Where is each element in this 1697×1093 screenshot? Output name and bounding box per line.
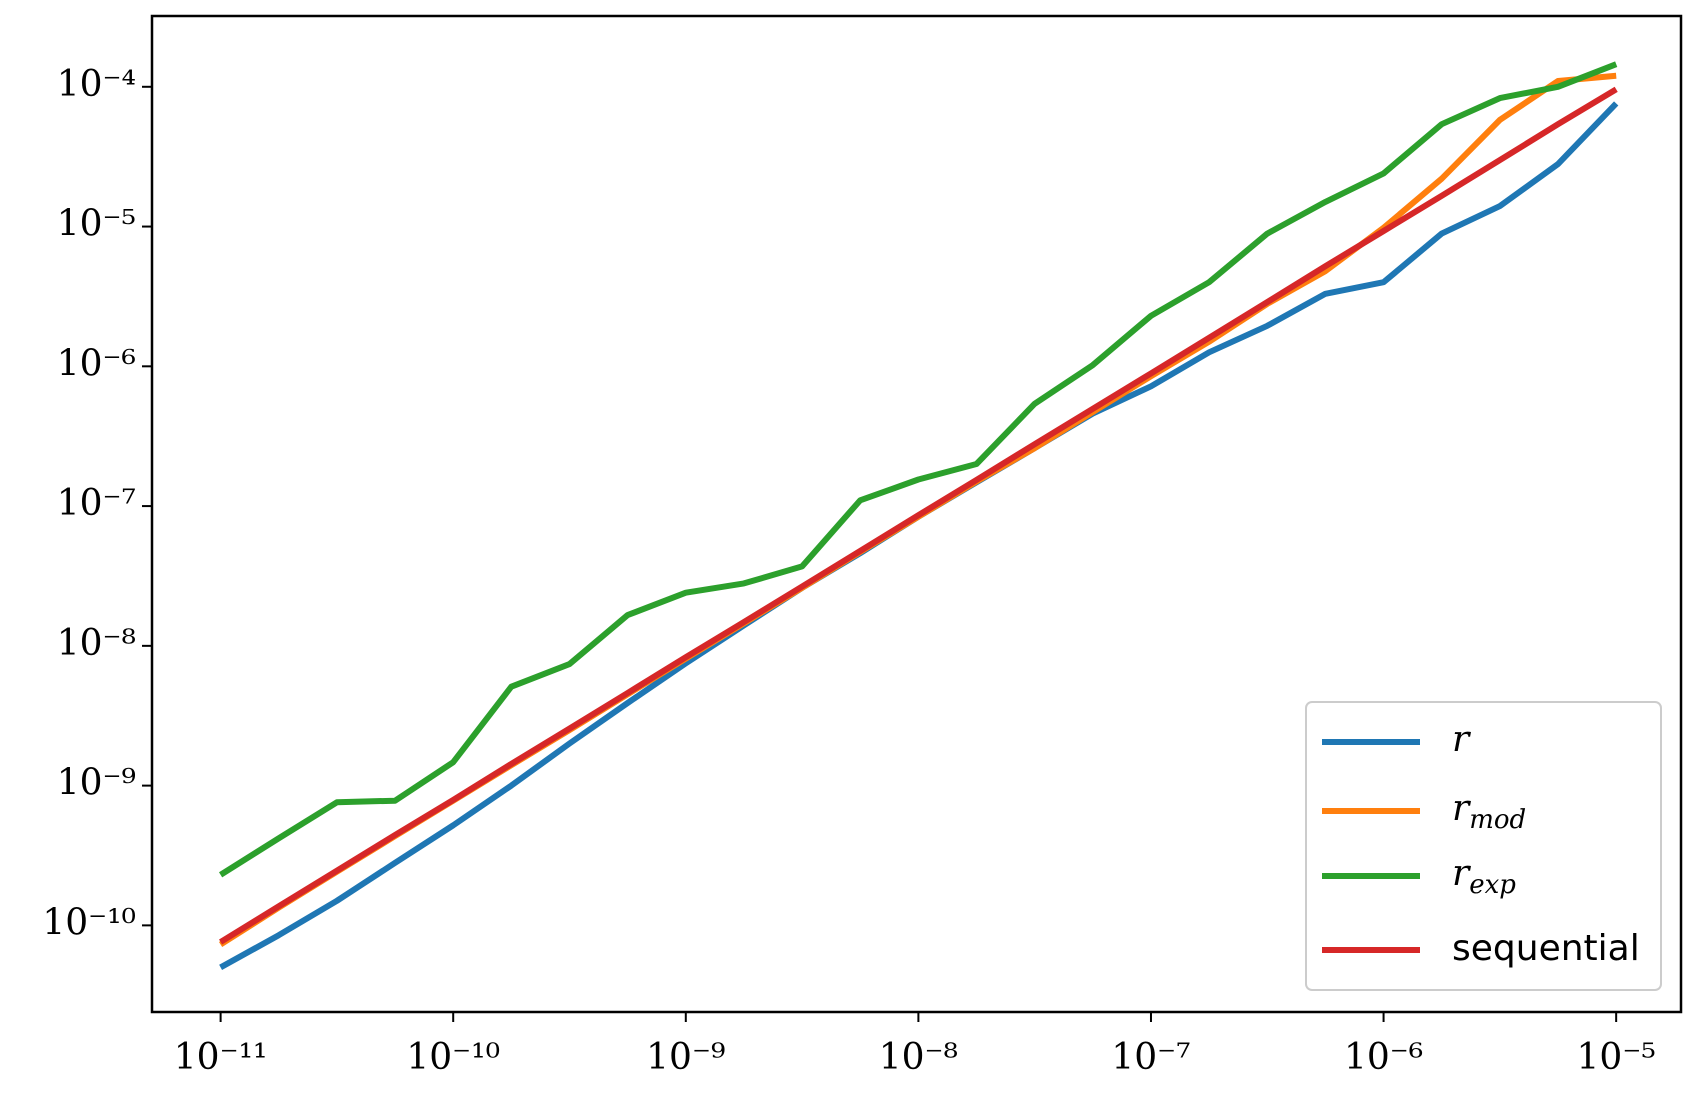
legend-label: sequential	[1452, 928, 1640, 969]
x-tick-label: 10⁻⁹	[646, 1037, 725, 1078]
y-tick-label: 10⁻⁸	[57, 623, 136, 664]
x-tick-label: 10⁻⁵	[1577, 1037, 1656, 1078]
legend-label-sub: exp	[1469, 870, 1516, 900]
y-tick-label: 10⁻¹⁰	[42, 902, 136, 943]
legend-label-sub: mod	[1469, 805, 1526, 835]
legend-label: r	[1452, 719, 1471, 760]
legend-box	[1305, 701, 1662, 991]
legend-label: rmod	[1452, 788, 1526, 835]
legend-label-main: r	[1452, 853, 1471, 894]
y-tick-label: 10⁻⁵	[57, 204, 136, 245]
y-tick-label: 10⁻⁹	[57, 763, 136, 804]
series-line	[219, 61, 1618, 878]
y-tick-label: 10⁻⁴	[57, 64, 136, 105]
x-tick-label: 10⁻⁷	[1111, 1037, 1190, 1078]
plot-frame	[150, 14, 1683, 1014]
legend-label: rexp	[1452, 853, 1516, 900]
legend-label-main: r	[1452, 719, 1471, 760]
legend-label-main: r	[1452, 788, 1471, 829]
x-tick-label: 10⁻⁶	[1344, 1037, 1423, 1078]
x-tick-label: 10⁻⁸	[879, 1037, 958, 1078]
y-tick-label: 10⁻⁶	[57, 343, 136, 384]
series-line	[219, 86, 1618, 945]
x-tick-label: 10⁻¹⁰	[406, 1037, 500, 1078]
x-tick-label: 10⁻¹¹	[174, 1037, 268, 1078]
y-tick-label: 10⁻⁷	[57, 483, 136, 524]
